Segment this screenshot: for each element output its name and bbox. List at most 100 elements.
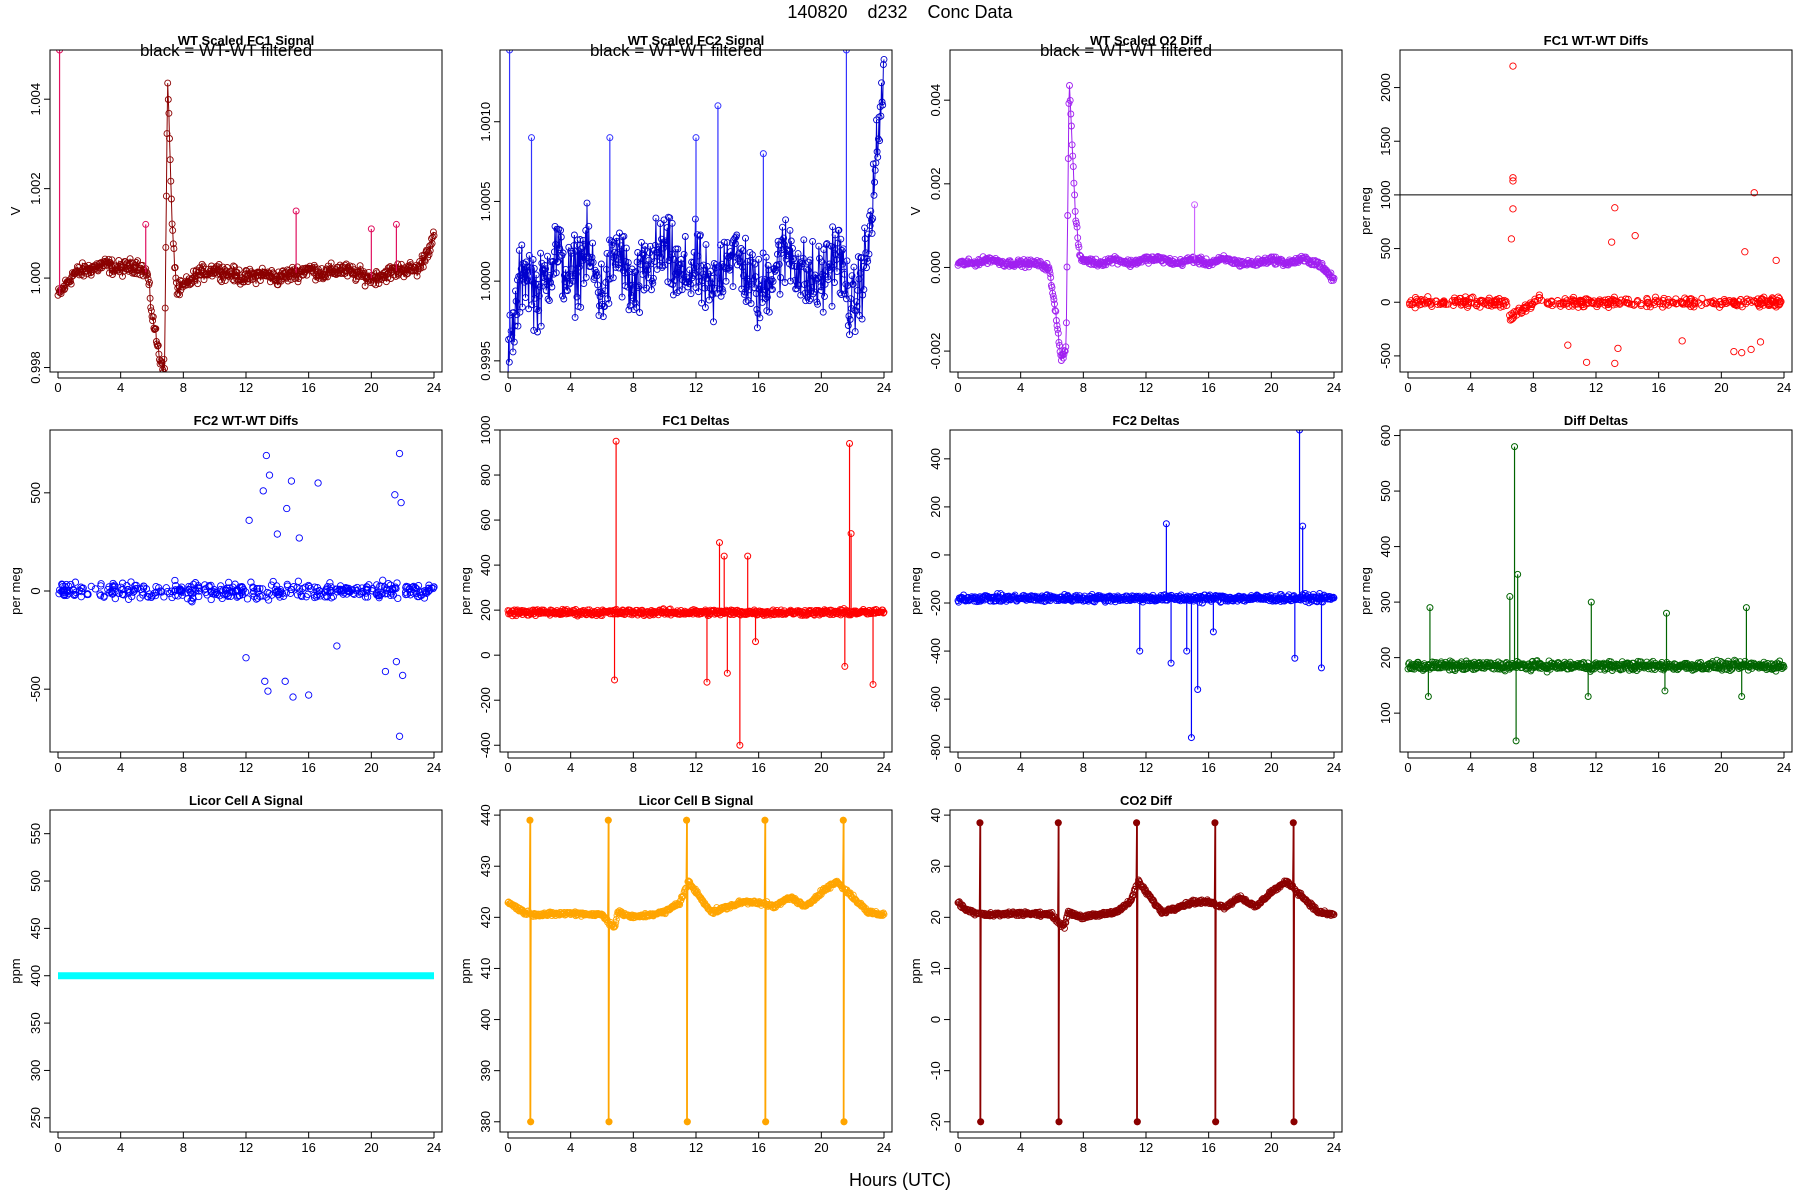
p2-point [707,279,715,287]
p3-point [1049,292,1057,300]
p6-point [857,607,865,615]
p4-point [1569,293,1578,302]
p1-point [147,304,155,312]
p4-point [1508,315,1516,323]
p3-point [1064,212,1072,219]
p2-point [509,348,517,356]
p2-point [706,267,714,275]
p4-ylabel: per meg [1358,187,1373,235]
p2-xtick-label: 12 [689,380,703,395]
p6-xtick-label: 8 [630,760,637,775]
p4-point [1506,311,1514,319]
p6-ytick-label: -200 [478,687,493,713]
p5-point [62,580,70,589]
p4-point [1687,302,1695,311]
p2-point [528,301,536,309]
p2-point [774,237,782,245]
p4-point [1612,300,1620,308]
p6-spike-point [720,552,728,560]
p2-point [733,231,741,239]
p1-point [429,233,437,241]
p1-point [372,281,380,289]
p2-point [842,280,850,288]
p5-point [386,591,395,600]
p3-point [1051,300,1058,308]
p5-ytick-label: -500 [28,676,43,702]
p4-point [1650,300,1659,309]
p5-point [217,582,225,590]
p8-spike-point [1514,570,1522,578]
p2-point [641,246,649,254]
p2-point [557,233,565,241]
p4-outlier-point [1614,344,1622,353]
p2-point [565,243,573,251]
p2-point [589,258,597,266]
p3-point [1072,220,1080,227]
p4-point [1515,304,1523,312]
p5-point [178,591,187,599]
p2-point [829,223,837,231]
p1-point [105,255,113,263]
p2-series-line [507,59,885,372]
p1-point [356,262,364,270]
p5-point [301,583,310,591]
p8-point [1589,664,1597,672]
p5-point [313,591,321,599]
p2-point [647,260,655,268]
p2-point [507,327,515,335]
p7-spike-point [1162,520,1170,528]
p3-point [1071,207,1079,215]
p5-point [233,586,241,594]
p1-point [198,266,205,274]
p1-point [134,257,142,265]
p1-point [165,109,173,117]
p5-point [185,582,193,591]
p4-point [1767,296,1775,304]
p6-ytick-label: 0 [478,652,493,659]
p8-ylabel: per meg [1358,567,1373,615]
p2-point [753,306,761,313]
p2-point [831,279,838,286]
p4-frame [1399,49,1793,373]
p4-outlier-point [1730,347,1738,356]
p4-point [1559,299,1567,307]
p2-point [632,268,640,276]
p1-xtick-label: 12 [239,380,253,395]
p3-point [1046,270,1054,278]
p9-xtick-label: 20 [364,1140,378,1155]
p2-point [613,237,621,245]
p2-point [663,224,671,232]
p1-spike-point [142,220,150,228]
p5-xtick-label: 16 [301,760,315,775]
p2-point [605,299,613,307]
p5-point [278,589,287,598]
p1-point [146,294,154,302]
p2-point [566,279,574,287]
p2-point [860,286,868,294]
p5-point [277,588,285,596]
p7-ytick-label: -400 [928,638,943,664]
p2-point [701,304,709,311]
p2-point [529,256,537,263]
p5-point [327,594,335,602]
p2-point [753,324,761,332]
p4-point [1712,300,1720,308]
p2-point [573,293,581,301]
p2-xtick-label: 0 [504,380,511,395]
p2-point [768,276,776,284]
p1-point [218,278,226,286]
p4-outlier-point [1756,338,1765,346]
p1-point [166,135,173,142]
p8-spike-point [1661,687,1669,695]
p4-title: FC1 WT-WT Diffs [1544,33,1649,48]
p1-point [151,326,158,333]
p6-plot-area [504,437,888,749]
p2-point [784,248,792,255]
p2-point [535,306,543,314]
p2-point [756,314,764,322]
p2-point [678,286,686,294]
p4-ytick-label: 1500 [1378,127,1393,156]
p4-point [1604,300,1612,308]
p3-point [1052,307,1060,315]
